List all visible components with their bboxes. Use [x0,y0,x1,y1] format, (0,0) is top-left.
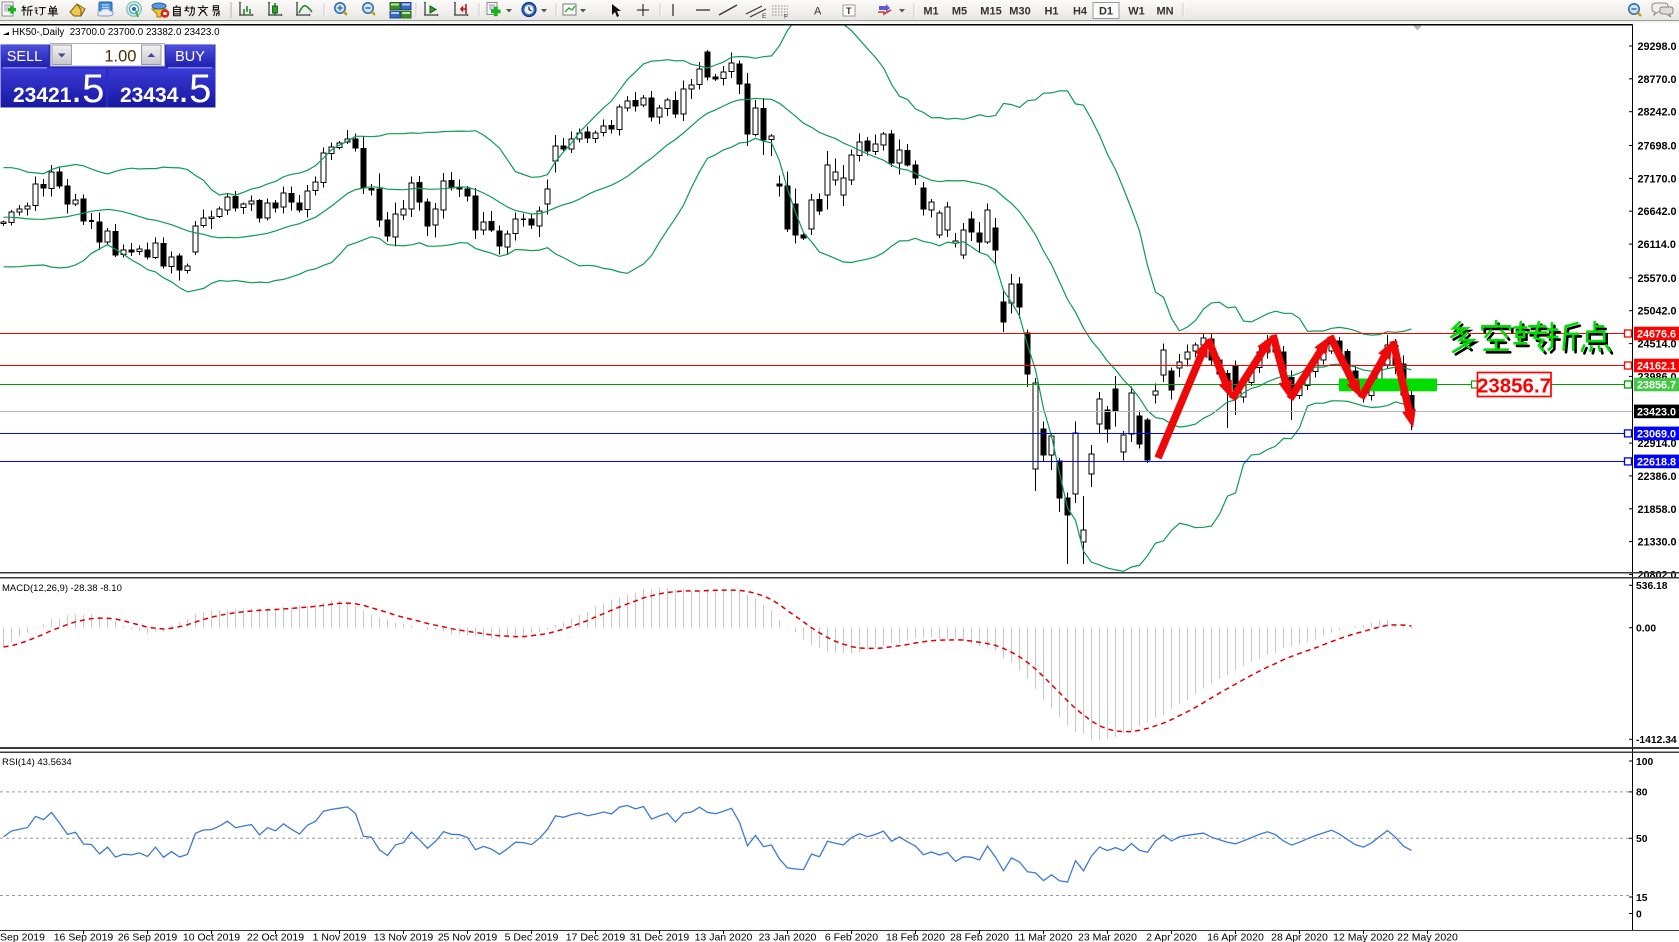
svg-text:M15: M15 [980,6,1001,18]
svg-text:16 Apr 2020: 16 Apr 2020 [1207,932,1264,942]
svg-text:26114.0: 26114.0 [1638,239,1676,251]
svg-text:0.00: 0.00 [1636,624,1656,635]
svg-text:.5: .5 [178,67,211,111]
svg-text:22 Oct 2019: 22 Oct 2019 [247,932,304,942]
svg-text:.5: .5 [71,67,104,111]
svg-text:H4: H4 [1073,6,1088,18]
svg-text:22618.8: 22618.8 [1637,457,1676,469]
svg-text:5 Dec 2019: 5 Dec 2019 [505,932,559,942]
svg-text:26642.0: 26642.0 [1638,206,1677,218]
svg-text:12 May 2020: 12 May 2020 [1333,932,1394,942]
svg-text:23434: 23434 [120,84,179,107]
svg-text:13 Jan 2020: 13 Jan 2020 [695,932,753,942]
svg-text:23421: 23421 [13,84,72,107]
svg-text:0: 0 [1636,909,1642,920]
svg-text:22914.0: 22914.0 [1638,438,1677,450]
svg-text:25 Nov 2019: 25 Nov 2019 [438,932,498,942]
svg-text:21858.0: 21858.0 [1638,504,1677,516]
svg-text:17 Dec 2019: 17 Dec 2019 [566,932,626,942]
svg-text:BUY: BUY [175,49,205,65]
svg-text:23856.7: 23856.7 [1477,375,1551,398]
svg-text:1.00: 1.00 [104,48,136,66]
svg-text:23 Mar 2020: 23 Mar 2020 [1078,932,1137,942]
svg-text:24514.0: 24514.0 [1638,339,1677,351]
svg-text:2 Apr 2020: 2 Apr 2020 [1146,932,1197,942]
svg-text:27170.0: 27170.0 [1638,173,1677,185]
svg-text:31 Dec 2019: 31 Dec 2019 [630,932,690,942]
svg-text:10 Oct 2019: 10 Oct 2019 [183,932,240,942]
svg-text:25042.0: 25042.0 [1638,306,1677,318]
svg-text:29298.0: 29298.0 [1638,41,1677,53]
svg-text:24676.6: 24676.6 [1637,329,1676,341]
svg-text:RSI(14) 43.5634: RSI(14) 43.5634 [2,757,72,768]
svg-text:23856.7: 23856.7 [1637,380,1676,392]
svg-text:100: 100 [1636,757,1653,768]
svg-text:-1412.34: -1412.34 [1636,735,1677,746]
svg-text:T: T [846,6,852,16]
svg-text:1 Nov 2019: 1 Nov 2019 [313,932,367,942]
svg-text:28 Feb 2020: 28 Feb 2020 [950,932,1009,942]
svg-text:28 Apr 2020: 28 Apr 2020 [1271,932,1328,942]
svg-text:E: E [762,13,767,20]
svg-text:22386.0: 22386.0 [1638,471,1677,483]
svg-text:HK50-,Daily 23700.0 23700.0 2: HK50-,Daily 23700.0 23700.0 23382.0 2342… [12,27,220,38]
svg-text:SELL: SELL [7,49,42,65]
svg-text:25570.0: 25570.0 [1638,273,1677,285]
svg-text:80: 80 [1636,788,1648,799]
svg-text:13 Nov 2019: 13 Nov 2019 [374,932,434,942]
svg-text:23069.0: 23069.0 [1637,429,1676,441]
svg-text:MACD(12,26,9) -28.38 -8.10: MACD(12,26,9) -28.38 -8.10 [2,583,122,594]
svg-text:50: 50 [1636,834,1648,845]
svg-text:26 Sep 2019: 26 Sep 2019 [118,932,178,942]
svg-text:M30: M30 [1009,6,1030,18]
svg-text:536.18: 536.18 [1636,581,1668,592]
svg-text:27698.0: 27698.0 [1638,141,1677,153]
svg-text:F: F [784,14,788,21]
svg-text:28770.0: 28770.0 [1638,74,1677,86]
svg-text:28242.0: 28242.0 [1638,107,1677,119]
svg-text:23 Jan 2020: 23 Jan 2020 [759,932,817,942]
svg-text:18 Feb 2020: 18 Feb 2020 [886,932,945,942]
svg-text:Sep 2019: Sep 2019 [0,932,45,942]
svg-text:6 Feb 2020: 6 Feb 2020 [825,932,878,942]
svg-text:23423.0: 23423.0 [1637,407,1676,419]
svg-text:A: A [814,6,822,18]
svg-text:20802.0: 20802.0 [1638,570,1677,582]
svg-text:M1: M1 [923,6,938,18]
svg-text:M5: M5 [952,6,967,18]
svg-text:D1: D1 [1099,6,1113,18]
svg-text:11 Mar 2020: 11 Mar 2020 [1014,932,1072,942]
svg-text:22 May 2020: 22 May 2020 [1397,932,1458,942]
svg-text:21330.0: 21330.0 [1638,537,1677,549]
svg-text:H1: H1 [1044,6,1058,18]
svg-text:15: 15 [1636,893,1648,904]
svg-text:24162.1: 24162.1 [1637,361,1676,373]
svg-text:W1: W1 [1128,6,1145,18]
svg-text:16 Sep 2019: 16 Sep 2019 [54,932,114,942]
svg-text:MN: MN [1156,6,1173,18]
